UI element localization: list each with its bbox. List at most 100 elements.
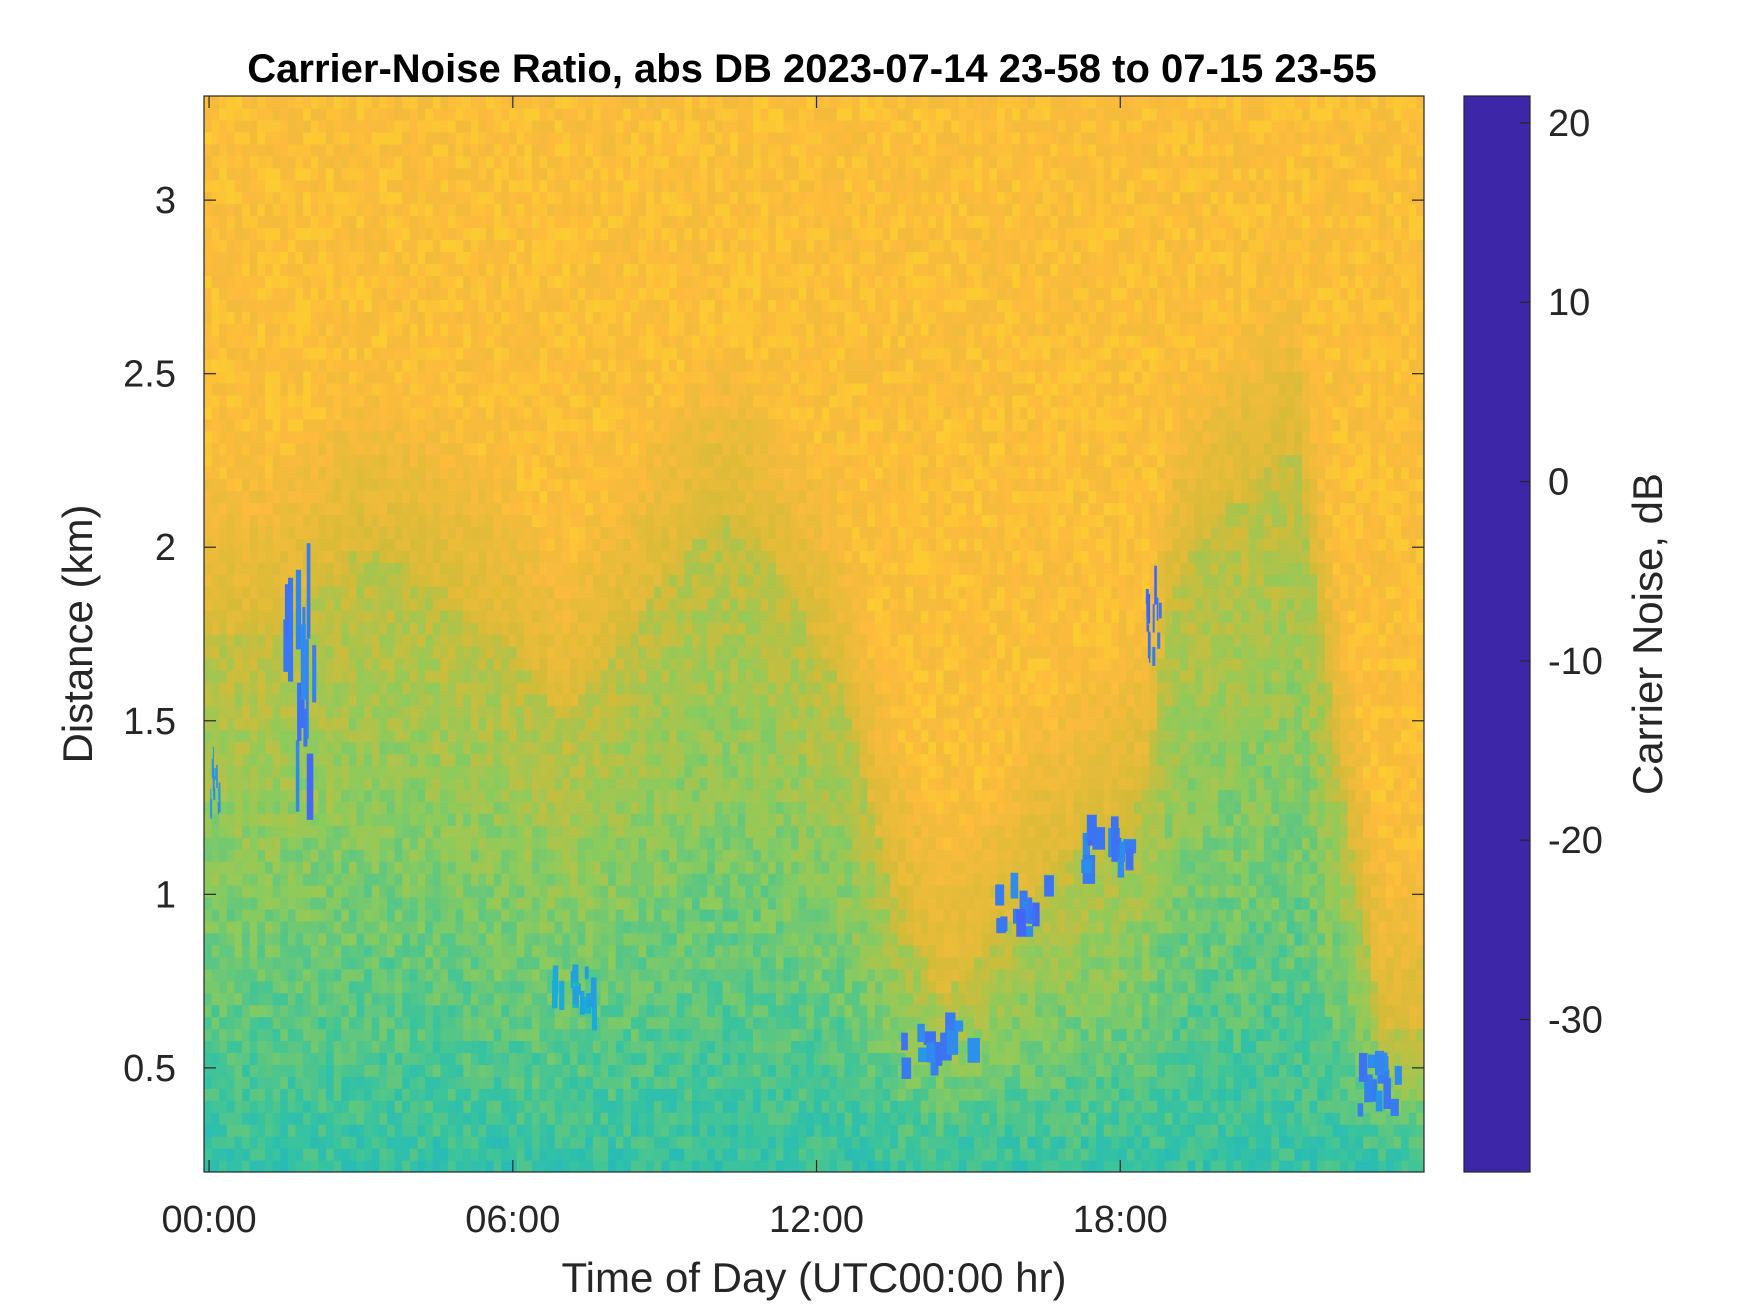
heatmap-cell [509,610,518,623]
heatmap-cell [562,466,571,480]
heatmap-cell [463,1088,472,1101]
heatmap-cell [448,1124,457,1137]
heatmap-cell [318,263,327,276]
heatmap-cell [455,275,464,288]
heatmap-cell [280,1016,289,1030]
heatmap-cells [204,96,1424,1172]
heatmap-cell [478,562,487,575]
heatmap-cell [448,1064,457,1077]
heatmap-cell [577,586,586,599]
heatmap-cell [211,837,220,850]
heatmap-cell [333,382,342,396]
heatmap-cell [608,275,617,288]
heatmap-cell [470,394,480,408]
heatmap-cell [249,753,258,767]
heatmap-cell [409,323,419,336]
heatmap-cell [455,1040,464,1054]
heatmap-cell [440,502,449,516]
heatmap-cell [608,562,617,575]
heatmap-cell [219,227,228,241]
heatmap-cell [234,657,243,671]
heatmap-cell [402,119,411,133]
heatmap-cell [539,813,548,826]
heatmap-cell [531,107,541,121]
heatmap-cell [417,1100,426,1113]
heatmap-cell [577,442,586,456]
heatmap-cell [531,155,541,169]
heatmap-cell [310,394,319,408]
heatmap-cell [608,574,617,587]
heatmap-cell [516,179,525,193]
heatmap-cell [249,370,258,384]
heatmap-cell [303,215,312,229]
heatmap-cell [364,693,373,707]
heatmap-cell [455,657,464,671]
heatmap-cell [280,968,289,982]
heatmap-cell [303,502,312,516]
heatmap-cell [409,287,419,300]
heatmap-cell [364,179,373,193]
heatmap-cell [425,191,434,205]
heatmap-cell [448,203,457,217]
heatmap-cell [226,203,236,217]
heatmap-cell [417,418,426,432]
heatmap-cell [615,813,624,826]
heatmap-cell [211,323,220,336]
heatmap-cell [470,406,480,420]
heatmap-cell [409,299,419,312]
heatmap-cell [547,275,556,288]
heatmap-cell [531,1148,541,1161]
heatmap-cell [249,1124,258,1137]
heatmap-cell [226,323,236,336]
heatmap-cell [463,1136,472,1149]
heatmap-cell [608,311,617,324]
heatmap-cell [608,1004,617,1018]
heatmap-cell [478,490,487,504]
heatmap-cell [326,394,335,408]
heatmap-cell [493,478,502,492]
heatmap-cell [577,335,586,348]
heatmap-cell [287,143,297,157]
heatmap-cell [234,705,243,719]
heatmap-cell [417,502,426,516]
heatmap-cell [326,717,335,731]
heatmap-cell [204,167,213,181]
heatmap-cell [425,107,434,121]
heatmap-cell [463,968,472,982]
heatmap-cell [608,502,617,516]
heatmap-cell [608,825,617,838]
heatmap-cell [371,394,380,408]
heatmap-cell [371,574,380,587]
heatmap-cell [394,992,403,1006]
heatmap-cell [448,406,457,420]
heatmap-cell [539,1004,548,1018]
heatmap-cell [333,1028,342,1042]
heatmap-cell [348,920,358,934]
heatmap-cell [303,885,312,898]
heatmap-cell [402,191,411,205]
heatmap-cell [486,275,495,288]
heatmap-cell [539,227,548,241]
heatmap-cell [204,932,213,946]
heatmap-cell [486,167,495,181]
heatmap-cell [432,717,441,731]
heatmap-cell [371,956,380,970]
heatmap-cell [486,980,495,994]
heatmap-cell [417,430,426,444]
heatmap-cell [463,96,472,109]
heatmap-cell [394,968,403,982]
heatmap-cell [516,359,525,372]
heatmap-cell [234,610,243,623]
heatmap-cell [204,610,213,623]
heatmap-cell [478,323,487,336]
heatmap-cell [234,813,243,826]
heatmap-cell [333,598,342,611]
heatmap-cell [394,669,403,683]
heatmap-cell [539,657,548,671]
heatmap-cell [509,323,518,336]
heatmap-cell [280,1076,289,1089]
heatmap-cell [440,1052,449,1065]
heatmap-cell [379,586,388,599]
heatmap-cell [432,657,441,671]
heatmap-cell [348,1040,358,1054]
